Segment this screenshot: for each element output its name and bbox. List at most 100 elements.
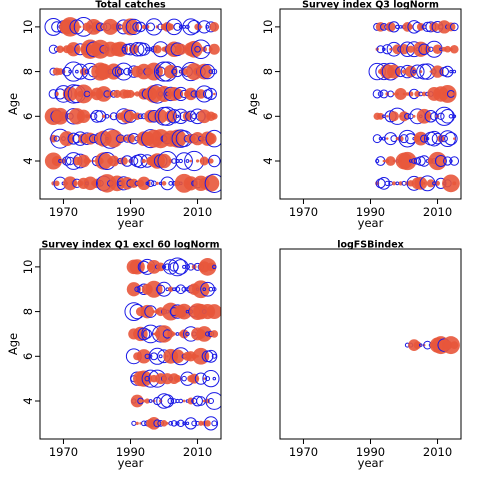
residual-bubble-negative bbox=[68, 69, 72, 74]
x-tick-label: 2010 bbox=[423, 445, 452, 459]
residual-bubble-negative bbox=[375, 158, 380, 164]
residual-bubble-positive bbox=[414, 176, 428, 190]
residual-bubble-negative bbox=[185, 24, 190, 30]
residual-bubble-negative bbox=[204, 349, 218, 363]
x-axis-label: year bbox=[118, 456, 144, 470]
residual-bubble-positive bbox=[70, 24, 77, 30]
residual-bubble-positive bbox=[428, 151, 447, 171]
residual-bubble-negative bbox=[212, 376, 217, 381]
residual-bubble-negative bbox=[199, 63, 216, 80]
residual-bubble-negative bbox=[195, 85, 213, 103]
residual-bubble-positive bbox=[385, 21, 396, 32]
x-tick-label: 1990 bbox=[356, 205, 385, 219]
residual-bubble-positive bbox=[140, 304, 154, 319]
residual-bubble-negative bbox=[171, 68, 178, 75]
residual-bubble-negative bbox=[94, 110, 107, 123]
residual-bubble-negative bbox=[194, 45, 201, 53]
residual-bubble-negative bbox=[142, 329, 153, 339]
residual-bubble-negative bbox=[175, 284, 186, 295]
residual-bubble-positive bbox=[398, 151, 417, 171]
residual-bubble-positive bbox=[132, 92, 136, 96]
residual-bubble-positive bbox=[413, 41, 429, 57]
residual-bubble-positive bbox=[165, 421, 169, 425]
residual-bubble-positive bbox=[62, 86, 78, 102]
residual-bubble-positive bbox=[425, 113, 430, 119]
y-tick-label: 10 bbox=[21, 260, 35, 275]
residual-bubble-negative bbox=[212, 264, 217, 270]
residual-bubble-negative bbox=[132, 21, 143, 32]
residual-bubble-negative bbox=[184, 417, 197, 430]
residual-bubble-negative bbox=[146, 179, 155, 188]
x-tick-label: 1970 bbox=[49, 205, 78, 219]
residual-bubble-negative bbox=[144, 375, 151, 382]
residual-bubble-negative bbox=[420, 134, 429, 143]
residual-bubble-positive bbox=[391, 181, 396, 186]
residual-bubble-negative bbox=[173, 22, 182, 31]
residual-bubble-positive bbox=[398, 181, 403, 186]
residual-bubble-negative bbox=[129, 42, 145, 57]
residual-bubble-negative bbox=[160, 176, 175, 191]
residual-bubble-positive bbox=[426, 179, 435, 188]
residual-bubble-negative bbox=[178, 158, 183, 164]
residual-bubble-positive bbox=[452, 92, 456, 96]
residual-bubble-negative bbox=[384, 180, 390, 186]
residual-bubble-positive bbox=[172, 332, 176, 336]
residual-bubble-positive bbox=[402, 92, 406, 96]
residual-bubble-negative bbox=[169, 262, 179, 272]
residual-bubble-positive bbox=[196, 63, 213, 80]
residual-bubble-negative bbox=[443, 156, 453, 166]
residual-bubble-positive bbox=[53, 180, 60, 187]
residual-bubble-positive bbox=[192, 347, 210, 365]
residual-bubble-negative bbox=[452, 69, 457, 74]
residual-bubble-positive bbox=[59, 131, 75, 147]
residual-bubble-positive bbox=[412, 114, 416, 118]
residual-bubble-negative bbox=[207, 397, 215, 405]
residual-bubble-positive bbox=[442, 174, 460, 193]
residual-bubble-negative bbox=[205, 331, 211, 337]
residual-bubble-negative bbox=[203, 416, 219, 431]
y-tick-label: 6 bbox=[21, 353, 35, 360]
bubble-layer bbox=[368, 20, 460, 193]
residual-bubble-positive bbox=[182, 111, 193, 121]
residual-bubble-negative bbox=[158, 354, 163, 359]
residual-bubble-positive bbox=[141, 24, 147, 30]
y-tick-label: 4 bbox=[21, 157, 35, 164]
residual-bubble-positive bbox=[202, 377, 206, 380]
residual-bubble-negative bbox=[171, 398, 177, 404]
residual-bubble-positive bbox=[152, 310, 156, 313]
residual-bubble-negative bbox=[444, 131, 458, 146]
residual-bubble-positive bbox=[113, 89, 122, 98]
residual-bubble-positive bbox=[431, 65, 444, 78]
residual-bubble-positive bbox=[175, 43, 187, 55]
residual-bubble-positive bbox=[206, 262, 216, 272]
residual-bubble-positive bbox=[394, 68, 401, 75]
residual-bubble-negative bbox=[448, 114, 454, 119]
residual-bubble-positive bbox=[398, 111, 410, 122]
residual-bubble-negative bbox=[146, 22, 156, 32]
residual-bubble-positive bbox=[437, 20, 451, 34]
residual-bubble-negative bbox=[434, 155, 447, 167]
residual-bubble-negative bbox=[156, 284, 166, 294]
residual-bubble-negative bbox=[204, 173, 221, 193]
residual-bubble-positive bbox=[137, 176, 151, 191]
residual-bubble-positive bbox=[74, 84, 93, 104]
residual-bubble-positive bbox=[170, 349, 185, 364]
residual-bubble-positive bbox=[382, 159, 386, 163]
residual-bubble-positive bbox=[171, 88, 184, 100]
residual-bubble-positive bbox=[185, 40, 203, 58]
residual-bubble-negative bbox=[205, 25, 210, 29]
residual-bubble-positive bbox=[56, 45, 64, 53]
residual-bubble-negative bbox=[163, 263, 171, 271]
residual-bubble-negative bbox=[398, 25, 403, 29]
residual-bubble-positive bbox=[195, 159, 200, 163]
residual-bubble-negative bbox=[62, 156, 72, 166]
residual-bubble-positive bbox=[196, 89, 206, 99]
residual-bubble-positive bbox=[189, 373, 200, 384]
residual-bubble-positive bbox=[56, 68, 64, 76]
residual-bubble-positive bbox=[408, 24, 414, 30]
residual-bubble-positive bbox=[179, 329, 189, 339]
residual-bubble-positive bbox=[155, 181, 159, 185]
residual-bubble-positive bbox=[156, 153, 172, 169]
residual-bubble-positive bbox=[66, 42, 81, 57]
